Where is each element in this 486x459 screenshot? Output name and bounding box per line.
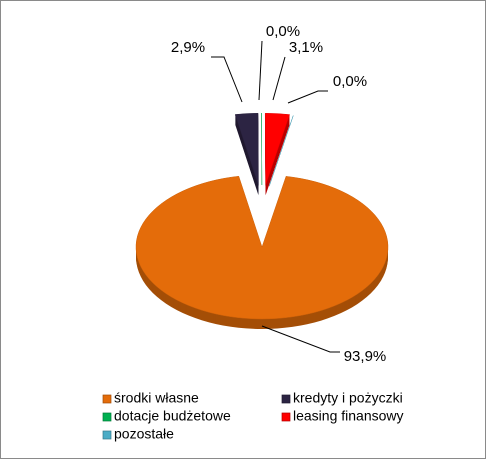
data-label: 0,0% [266, 23, 300, 40]
data-label: 0,0% [333, 73, 367, 90]
slice [234, 113, 259, 186]
legend-swatch [102, 394, 112, 404]
legend-label: pozostałe [114, 426, 174, 442]
legend-swatch [102, 412, 112, 422]
legend-label: dotacje budżetowe [114, 408, 231, 424]
leader-line [258, 40, 263, 101]
legend-swatch [281, 394, 291, 404]
slice [264, 113, 290, 186]
data-label: 3,1% [289, 39, 323, 56]
legend-swatch [281, 412, 291, 422]
legend-swatch [102, 430, 112, 440]
leader-line [211, 56, 243, 103]
slice [269, 115, 294, 187]
leader-line [261, 325, 340, 353]
leader-line [287, 90, 328, 104]
data-label: 93,9% [344, 348, 387, 365]
slice [135, 175, 389, 320]
legend-label: kredyty i pożyczki [293, 390, 403, 406]
legend-label: środki własne [114, 390, 199, 406]
data-label: 2,9% [171, 39, 205, 56]
legend-label: leasing finansowy [293, 408, 404, 424]
leader-line [272, 56, 286, 101]
